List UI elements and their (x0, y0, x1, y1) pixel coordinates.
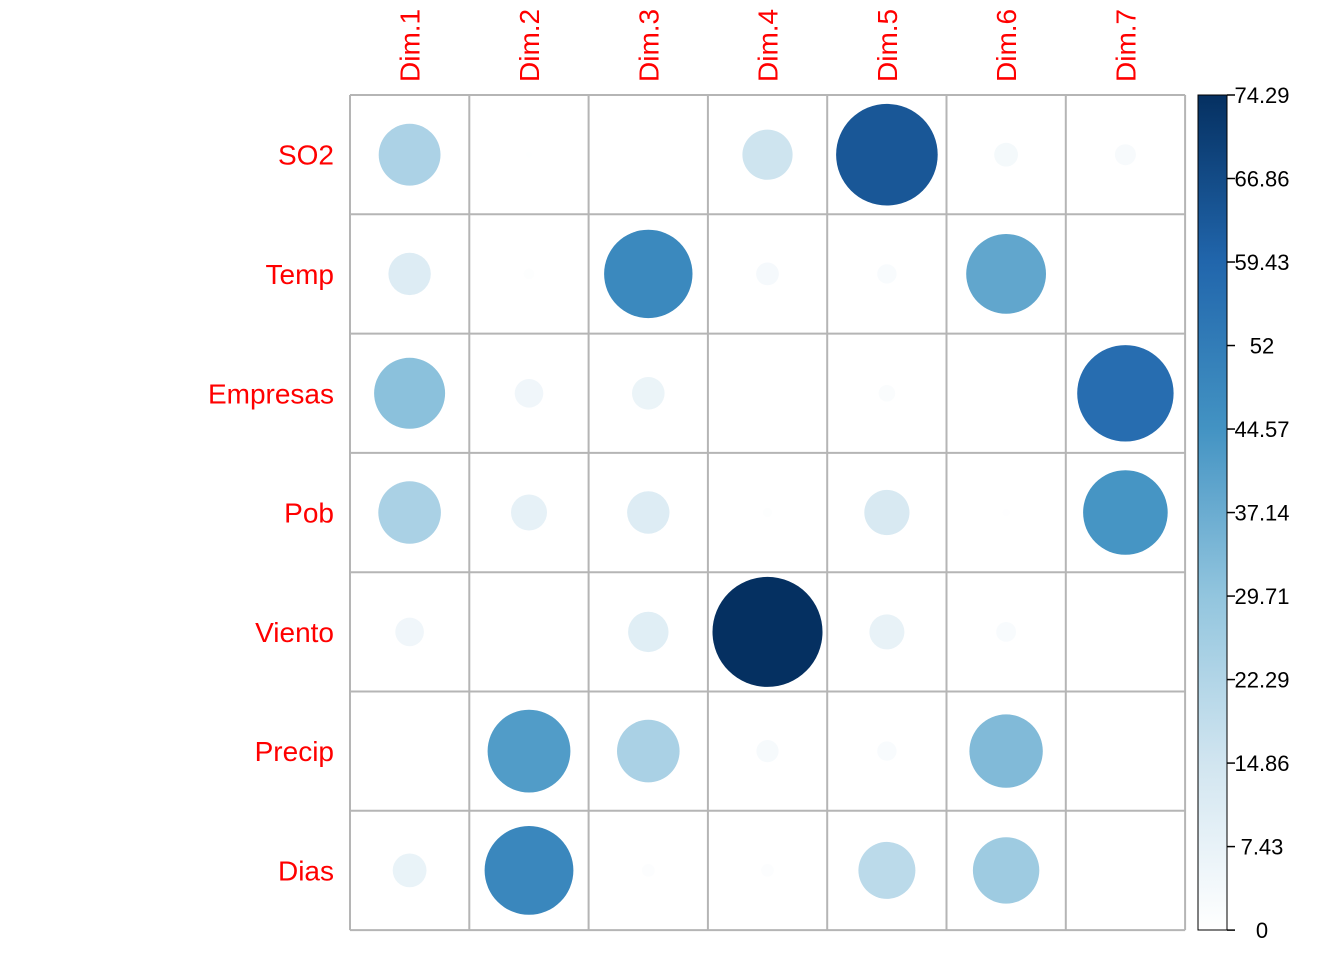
legend-tick-label: 66.86 (1234, 167, 1289, 192)
circle-Temp-Dim.1 (388, 252, 431, 296)
row-label: Precip (255, 736, 334, 767)
circle-Dias-Dim.6 (972, 837, 1040, 904)
row-label: Empresas (208, 378, 334, 409)
circle-Temp-Dim.2 (523, 268, 535, 280)
legend-tick-label: 59.43 (1234, 250, 1289, 275)
row-label: SO2 (278, 140, 334, 171)
circle-Pob-Dim.5 (864, 489, 910, 536)
column-labels: Dim.1 Dim.2 Dim.3 Dim.4 Dim.5 Dim.6 Dim.7 (395, 9, 1142, 82)
circle-Dias-Dim.4 (761, 864, 774, 877)
circle-Pob-Dim.7 (1083, 470, 1168, 555)
circle-Empresas-Dim.7 (1077, 345, 1174, 442)
cells-layer (374, 103, 1174, 915)
legend-tick-label: 29.71 (1234, 584, 1289, 609)
circle-Dias-Dim.5 (858, 841, 916, 899)
grid-layer (349, 94, 1187, 932)
column-label: Dim.5 (872, 9, 903, 82)
column-label: Dim.6 (991, 9, 1022, 82)
row-label: Pob (284, 498, 334, 529)
circle-Viento-Dim.1 (395, 617, 424, 647)
circle-Pob-Dim.1 (378, 481, 441, 544)
circle-Precip-Dim.4 (756, 740, 779, 763)
circle-Empresas-Dim.1 (374, 357, 446, 429)
circle-Pob-Dim.6 (1002, 509, 1010, 516)
circle-Precip-Dim.3 (617, 719, 680, 783)
circle-Temp-Dim.3 (604, 229, 693, 319)
circle-Pob-Dim.4 (763, 508, 772, 517)
legend-tick-label: 14.86 (1234, 751, 1289, 776)
legend-tick-label: 74.29 (1234, 83, 1289, 108)
circle-Dias-Dim.2 (484, 826, 574, 915)
circle-Viento-Dim.5 (869, 614, 905, 650)
circle-Viento-Dim.4 (712, 576, 823, 687)
circle-SO2-Dim.7 (1114, 144, 1136, 166)
row-label: Viento (255, 617, 334, 648)
circle-Viento-Dim.3 (628, 611, 669, 653)
circle-Empresas-Dim.3 (632, 377, 665, 410)
circle-SO2-Dim.2 (526, 151, 532, 158)
circle-Temp-Dim.4 (756, 262, 779, 286)
legend-tick-label: 22.29 (1234, 668, 1289, 693)
circle-SO2-Dim.4 (742, 129, 793, 180)
column-label: Dim.7 (1110, 9, 1141, 82)
column-label: Dim.4 (753, 9, 784, 82)
row-labels: SO2 Temp Empresas Pob Viento Precip Dias (208, 140, 334, 887)
circle-Viento-Dim.6 (996, 622, 1016, 642)
circle-SO2-Dim.6 (994, 142, 1018, 167)
column-label: Dim.2 (514, 9, 545, 82)
circle-Pob-Dim.3 (627, 491, 670, 534)
circle-Pob-Dim.2 (511, 494, 547, 531)
color-legend: 74.29 66.86 59.43 52 44.57 37.14 29.71 22.29 14.… (1197, 83, 1290, 943)
circle-Precip-Dim.5 (877, 741, 897, 761)
circle-SO2-Dim.5 (836, 103, 938, 206)
legend-tick-label: 0 (1256, 918, 1268, 943)
circle-Empresas-Dim.5 (878, 385, 896, 402)
circle-Precip-Dim.2 (487, 709, 571, 793)
circle-Dias-Dim.3 (641, 864, 655, 877)
column-label: Dim.3 (633, 9, 664, 82)
circle-Dias-Dim.1 (392, 853, 427, 888)
circle-SO2-Dim.1 (378, 123, 441, 186)
legend-tick-label: 7.43 (1241, 835, 1284, 860)
legend-tick-label: 44.57 (1234, 417, 1289, 442)
legend-color-bar (1197, 94, 1228, 931)
circle-Empresas-Dim.2 (514, 379, 544, 408)
circle-Temp-Dim.6 (966, 234, 1046, 314)
column-label: Dim.1 (395, 9, 426, 82)
legend-tick-label: 37.14 (1234, 501, 1289, 526)
row-label: Dias (278, 855, 334, 886)
legend-tick-label: 52 (1250, 334, 1274, 359)
circle-Precip-Dim.6 (969, 714, 1043, 788)
circle-Temp-Dim.5 (877, 264, 897, 284)
row-label: Temp (266, 259, 334, 290)
